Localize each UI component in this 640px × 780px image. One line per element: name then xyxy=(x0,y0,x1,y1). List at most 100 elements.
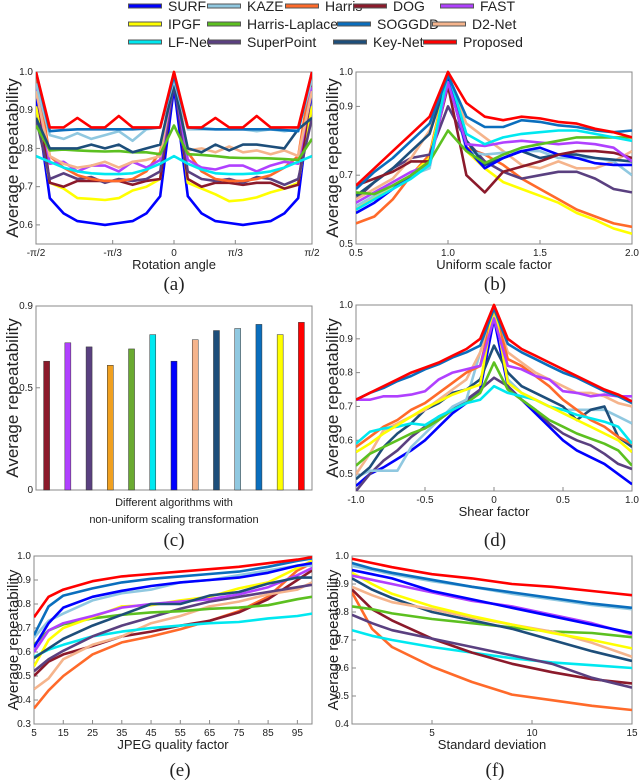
x-tick-label: 0.5 xyxy=(556,495,570,506)
legend-label: SOGGDD xyxy=(377,16,439,32)
y-tick-label: 0.7 xyxy=(339,401,353,412)
y-tick-label: 1.0 xyxy=(339,67,353,78)
series-line-dog xyxy=(352,588,632,685)
series-line-fast xyxy=(356,81,632,204)
series-group xyxy=(352,557,632,712)
x-tick-label: 65 xyxy=(204,728,216,739)
y-tick-label: 0.9 xyxy=(19,105,33,116)
bar xyxy=(234,328,241,491)
y-tick-label: 0.9 xyxy=(335,579,349,590)
y-axis-label: Average repeatability xyxy=(3,78,22,238)
x-tick-label: 45 xyxy=(145,728,157,739)
series-line-proposed xyxy=(36,70,312,129)
y-axis-label: Average repeatability xyxy=(3,318,22,478)
legend-label: LF-Net xyxy=(168,34,211,50)
y-tick-label: 1.0 xyxy=(19,67,33,78)
series-line-harris xyxy=(352,591,632,712)
series-line-soggdd xyxy=(356,74,632,190)
x-tick-label: 10 xyxy=(526,728,538,739)
y-tick-label: 0.9 xyxy=(339,334,353,345)
x-tick-label: 1.5 xyxy=(533,248,547,259)
y-tick-label: 0 xyxy=(27,485,33,496)
legend-label: Proposed xyxy=(463,34,523,50)
series-line-lf-net xyxy=(34,612,312,658)
y-tick-label: 0.7 xyxy=(339,170,353,181)
x-tick-label: 5 xyxy=(429,728,435,739)
series-group xyxy=(356,70,632,235)
legend-item-lf-net: LF-Net xyxy=(128,34,211,50)
legend-item-dog: DOG xyxy=(353,0,425,14)
legend-item-soggdd: SOGGDD xyxy=(337,16,439,32)
series-line-d2-net xyxy=(34,581,312,691)
series-line-fast xyxy=(352,574,632,636)
y-tick-label: 0.3 xyxy=(17,719,31,730)
series-line-surf xyxy=(356,77,632,215)
legend-label: FAST xyxy=(480,0,515,14)
legend-item-fast: FAST xyxy=(440,0,515,14)
series-line-lf-net xyxy=(356,70,632,211)
legend-item-superpoint: SuperPoint xyxy=(207,34,316,50)
x-tick-label: π/2 xyxy=(304,248,320,259)
series-line-harris-laplace xyxy=(352,605,632,639)
series-line-key-net xyxy=(356,74,632,197)
y-axis-label: Average repeatability xyxy=(323,318,342,478)
legend-label: IPGF xyxy=(168,16,201,32)
x-tick-label: -0.5 xyxy=(416,495,434,506)
y-tick-label: 0.6 xyxy=(17,647,31,658)
series-line-proposed xyxy=(352,557,632,597)
legend-label: D2-Net xyxy=(472,16,516,32)
y-tick-label: 0.5 xyxy=(339,469,353,480)
bar xyxy=(191,339,199,491)
series-line-dog xyxy=(34,569,312,677)
panel-label: (b) xyxy=(484,274,506,295)
x-axis-label-line: non-uniform scaling transformation xyxy=(89,514,258,526)
x-tick-label: 0 xyxy=(171,248,177,259)
y-tick-label: 0.4 xyxy=(17,695,31,706)
bar xyxy=(255,324,263,491)
x-tick-label: 95 xyxy=(292,728,304,739)
y-axis-label: Average repeatability xyxy=(325,569,342,710)
legend-label: DOG xyxy=(393,0,425,14)
y-tick-label: 0.6 xyxy=(335,663,349,674)
x-axis-label: Uniform scale factor xyxy=(436,257,552,272)
legend-label: Key-Net xyxy=(373,34,424,50)
series-line-kaze xyxy=(34,564,312,639)
x-tick-label: -π/2 xyxy=(27,248,46,259)
x-tick-label: 75 xyxy=(233,728,245,739)
panel-f: 0.4 0.5 0.6 0.7 0.8 0.9 1.0 Average repeatabili… xyxy=(325,551,638,780)
y-tick-label: 0.9 xyxy=(17,575,31,586)
series-line-proposed xyxy=(34,555,312,618)
series-line-ipgf xyxy=(352,571,632,650)
series-line-lf-net xyxy=(36,154,312,176)
x-axis-label: Rotation angle xyxy=(132,257,216,272)
plot-area xyxy=(355,304,633,492)
x-tick-label: 0 xyxy=(491,495,497,506)
y-tick-label: 0.7 xyxy=(19,182,33,193)
panel-d: 0.5 0.6 0.7 0.8 0.9 1.0 Average repeatability -… xyxy=(323,300,639,551)
legend-label: Harris-Laplace xyxy=(247,16,338,32)
legend-item-surf: SURF xyxy=(128,0,206,14)
x-tick-label: π/3 xyxy=(228,248,244,259)
bar xyxy=(43,360,50,491)
y-tick-label: 0.8 xyxy=(19,143,33,154)
series-line-harris-laplace xyxy=(36,124,312,162)
series-line-key-net xyxy=(34,576,312,660)
x-tick-label: 85 xyxy=(263,728,275,739)
bar xyxy=(170,360,178,491)
series-line-superpoint xyxy=(352,613,632,689)
x-tick-label: 15 xyxy=(626,728,638,739)
series-line-harris-laplace xyxy=(356,129,632,196)
series-line-soggdd xyxy=(352,561,632,610)
series-line-harris-laplace xyxy=(356,361,632,467)
panel-label: (c) xyxy=(163,530,184,551)
legend-label: SURF xyxy=(168,0,206,14)
series-line-lf-net xyxy=(356,384,632,445)
bar xyxy=(64,342,72,491)
legend-item-harris-laplace: Harris-Laplace xyxy=(207,16,338,32)
x-axis-label-line: Different algorithms with xyxy=(115,497,233,509)
bar xyxy=(85,346,93,491)
legend-item-harris: Harris xyxy=(285,0,362,14)
